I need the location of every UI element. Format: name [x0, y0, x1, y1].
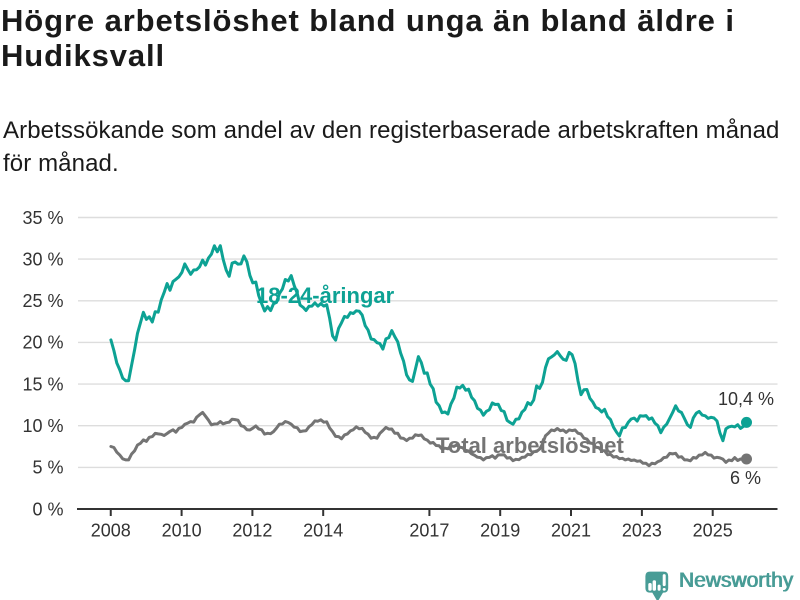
svg-text:10,4 %: 10,4 %	[718, 389, 774, 409]
svg-text:2010: 2010	[162, 521, 202, 541]
svg-text:25 %: 25 %	[22, 291, 63, 311]
svg-text:35 %: 35 %	[22, 208, 63, 228]
svg-text:30 %: 30 %	[22, 249, 63, 269]
svg-text:0 %: 0 %	[32, 499, 63, 519]
svg-text:18-24-åringar: 18-24-åringar	[256, 283, 395, 308]
svg-text:15 %: 15 %	[22, 374, 63, 394]
svg-text:2023: 2023	[622, 521, 662, 541]
svg-text:2014: 2014	[303, 521, 343, 541]
svg-text:2019: 2019	[480, 521, 520, 541]
svg-text:10 %: 10 %	[22, 416, 63, 436]
svg-text:20 %: 20 %	[22, 333, 63, 353]
svg-text:2008: 2008	[91, 521, 131, 541]
svg-text:Total arbetslöshet: Total arbetslöshet	[436, 433, 625, 458]
svg-text:2021: 2021	[551, 521, 591, 541]
svg-text:2017: 2017	[409, 521, 449, 541]
svg-text:6 %: 6 %	[730, 468, 761, 488]
svg-text:2025: 2025	[693, 521, 733, 541]
svg-text:2012: 2012	[232, 521, 272, 541]
svg-text:5 %: 5 %	[32, 458, 63, 478]
